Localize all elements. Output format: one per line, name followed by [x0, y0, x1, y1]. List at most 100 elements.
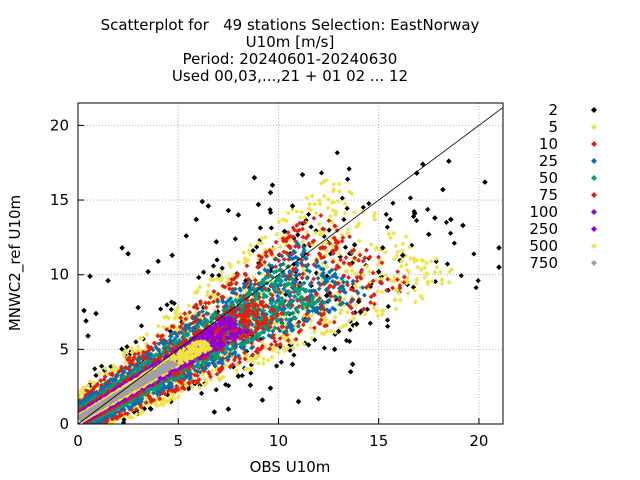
density-point-10	[201, 313, 206, 319]
density-point-5	[87, 378, 93, 384]
density-point-10	[327, 241, 333, 246]
density-point-50	[155, 352, 161, 358]
density-point-2	[360, 204, 366, 210]
density-point-5	[317, 232, 323, 237]
density-point-10	[397, 285, 403, 291]
density-point-10	[230, 286, 236, 292]
density-point-10	[385, 276, 391, 282]
density-point-5	[392, 296, 398, 302]
density-point-5	[373, 308, 379, 314]
density-point-5	[154, 403, 160, 409]
density-point-50	[276, 288, 281, 294]
density-point-2	[458, 273, 464, 279]
density-point-25	[187, 372, 193, 378]
density-point-2	[171, 300, 177, 306]
density-point-10	[299, 257, 305, 263]
density-point-10	[195, 379, 201, 385]
density-point-5	[259, 339, 265, 345]
density-point-10	[258, 257, 263, 263]
density-point-10	[318, 317, 324, 323]
density-point-5	[351, 316, 356, 322]
density-point-5	[422, 275, 428, 280]
density-point-25	[295, 256, 301, 262]
density-point-25	[344, 279, 350, 285]
density-point-10	[298, 327, 304, 333]
density-point-2	[239, 373, 245, 379]
density-point-25	[304, 318, 310, 324]
density-point-10	[401, 274, 407, 280]
density-point-10	[368, 294, 374, 300]
density-point-10	[271, 335, 277, 341]
density-point-5	[330, 188, 336, 194]
density-point-5	[178, 311, 184, 317]
density-point-5	[82, 384, 88, 390]
density-point-5	[80, 391, 85, 396]
density-point-25	[280, 261, 286, 267]
density-point-5	[285, 210, 291, 216]
density-point-2	[164, 392, 171, 398]
density-point-10	[358, 276, 364, 281]
density-point-5	[304, 195, 310, 201]
density-point-25	[278, 262, 283, 268]
density-point-10	[206, 300, 212, 306]
density-point-2	[425, 206, 431, 213]
density-point-5	[449, 267, 454, 272]
density-point-10	[192, 372, 198, 378]
density-point-10	[341, 260, 347, 266]
density-point-50	[164, 378, 170, 384]
density-point-10	[290, 225, 296, 231]
density-point-5	[375, 289, 380, 295]
density-point-2	[257, 225, 263, 231]
density-point-2	[451, 240, 457, 246]
density-point-10	[129, 358, 135, 364]
density-point-2	[475, 278, 481, 284]
density-point-25	[193, 314, 198, 320]
density-point-25	[296, 242, 301, 248]
density-point-10	[395, 269, 401, 275]
density-point-5	[394, 253, 399, 259]
density-point-5	[329, 243, 335, 249]
density-point-5	[276, 350, 281, 355]
density-point-25	[135, 395, 140, 400]
density-point-2	[471, 251, 477, 257]
density-point-5	[328, 213, 333, 219]
density-point-5	[328, 328, 334, 334]
density-point-2	[343, 337, 350, 344]
density-point-5	[379, 308, 385, 313]
density-point-2	[186, 386, 192, 392]
density-point-5	[85, 383, 91, 388]
density-point-25	[303, 263, 308, 269]
density-point-10	[208, 294, 213, 300]
density-point-5	[164, 398, 170, 404]
density-point-5	[218, 278, 224, 283]
density-point-10	[211, 299, 216, 305]
density-point-10	[234, 314, 240, 319]
density-point-25	[196, 312, 201, 318]
density-point-10	[244, 263, 250, 269]
density-point-10	[395, 277, 400, 282]
density-point-5	[263, 234, 268, 240]
density-point-5	[173, 326, 179, 332]
density-point-10	[207, 371, 212, 377]
density-point-5	[241, 250, 247, 256]
density-point-5	[301, 341, 306, 347]
density-point-5	[330, 207, 336, 213]
density-point-10	[390, 285, 396, 291]
density-point-25	[171, 330, 177, 336]
density-point-5	[400, 241, 406, 247]
density-point-5	[261, 356, 266, 362]
density-point-10	[376, 254, 381, 260]
density-point-10	[165, 388, 171, 394]
density-point-10	[242, 338, 248, 344]
density-point-25	[290, 310, 296, 316]
density-point-25	[121, 407, 127, 413]
density-point-25	[86, 392, 92, 398]
density-point-2	[344, 205, 350, 212]
density-point-10	[183, 316, 189, 322]
density-point-5	[138, 411, 144, 417]
density-point-10	[331, 319, 337, 325]
density-point-10	[162, 391, 168, 397]
density-point-25	[270, 328, 276, 334]
density-point-5	[343, 268, 349, 274]
density-point-10	[326, 218, 332, 223]
